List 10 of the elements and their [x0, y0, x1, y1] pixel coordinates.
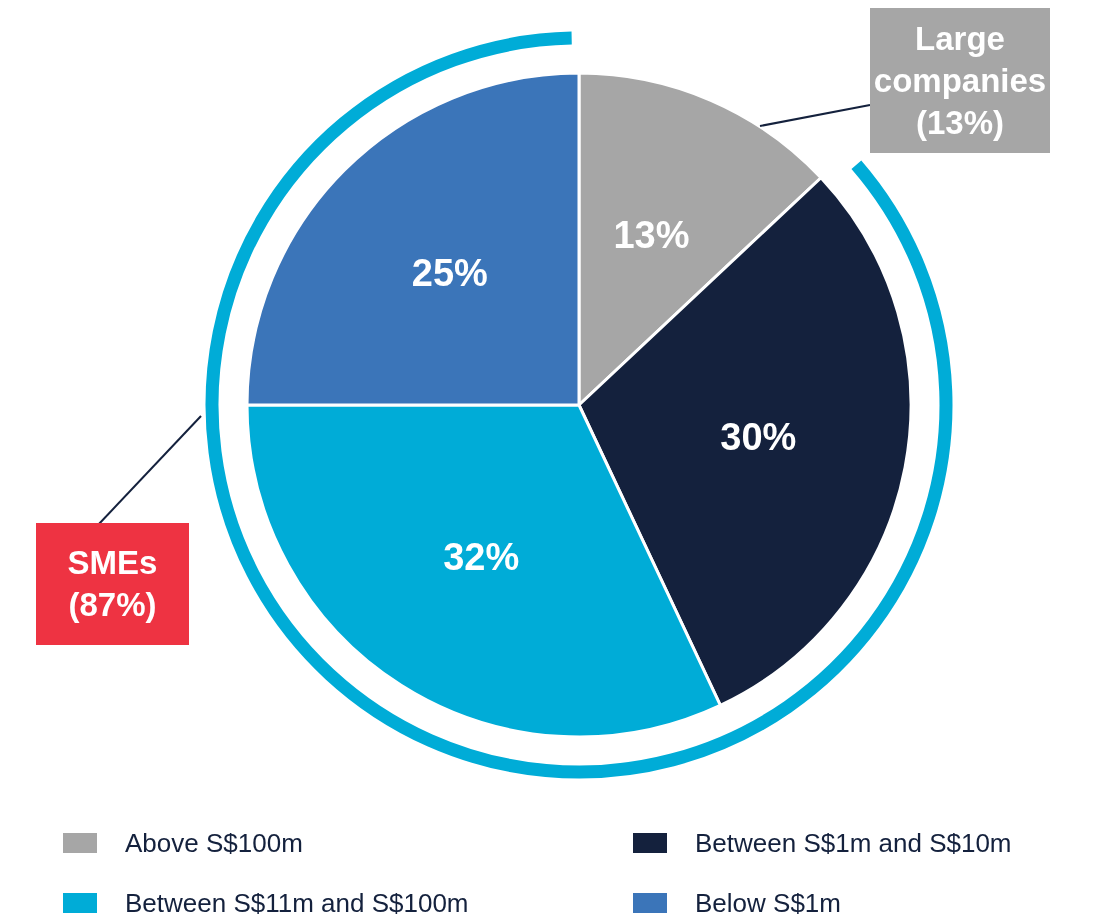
data-label: 13% [613, 213, 690, 256]
legend-label: Above S$100m [125, 827, 303, 859]
legend-label: Between S$11m and S$100m [125, 887, 469, 917]
legend-label: Below S$1m [695, 887, 841, 917]
data-label: 30% [720, 415, 797, 458]
data-label: 25% [411, 252, 488, 295]
legend-label: Between S$1m and S$10m [695, 827, 1012, 859]
data-label: 32% [443, 535, 520, 578]
text: SMEs (87%) [66, 543, 159, 625]
text: Large companies (13%) [872, 18, 1048, 143]
